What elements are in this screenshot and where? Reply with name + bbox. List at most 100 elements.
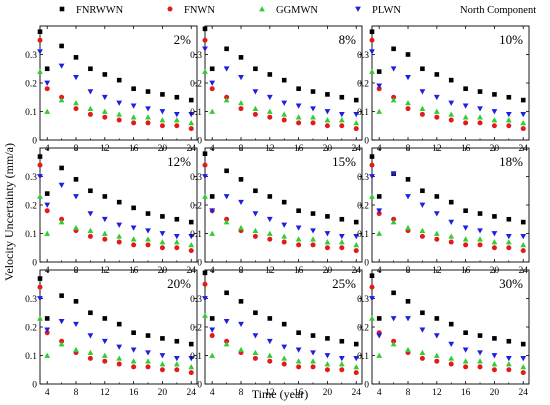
point-fnrwwn	[506, 338, 512, 344]
point-plwn	[281, 100, 288, 106]
point-fnwn	[188, 248, 194, 254]
point-fnwn	[87, 111, 93, 117]
point-ggmwn	[462, 236, 469, 242]
point-plwn	[324, 109, 331, 115]
point-fnwn	[116, 239, 122, 245]
point-plwn	[130, 225, 137, 231]
point-fnrwwn	[405, 52, 411, 57]
point-ggmwn	[505, 239, 512, 245]
point-fnrwwn	[44, 66, 50, 72]
point-ggmwn	[295, 358, 302, 364]
point-fnwn	[448, 239, 454, 245]
point-ggmwn	[238, 100, 244, 106]
point-plwn	[58, 63, 65, 69]
point-ggmwn	[281, 233, 288, 239]
point-fnrwwn	[267, 72, 273, 77]
point-ggmwn	[87, 105, 94, 111]
point-fnwn	[477, 120, 483, 126]
point-ggmwn	[491, 117, 498, 123]
y-tick-label: 0.1	[25, 230, 37, 240]
point-plwn	[87, 89, 94, 95]
point-plwn	[505, 356, 512, 362]
point-ggmwn	[324, 239, 331, 245]
point-ggmwn	[491, 239, 498, 245]
point-fnwn	[369, 284, 375, 290]
point-plwn	[369, 49, 375, 55]
point-ggmwn	[101, 108, 108, 114]
point-plwn	[173, 234, 180, 240]
point-fnwn	[296, 120, 302, 126]
point-plwn	[58, 318, 65, 325]
point-fnrwwn	[448, 199, 454, 205]
point-fnrwwn	[506, 94, 512, 100]
point-plwn	[390, 316, 397, 322]
point-plwn	[252, 89, 259, 95]
point-ggmwn	[520, 242, 527, 248]
point-fnrwwn	[463, 330, 468, 335]
point-fnrwwn	[209, 66, 215, 72]
point-fnrwwn	[102, 72, 108, 77]
point-fnwn	[448, 117, 454, 123]
legend-marker-ggmwn	[259, 6, 265, 12]
point-plwn	[448, 100, 455, 106]
point-ggmwn	[419, 349, 426, 355]
point-ggmwn	[101, 352, 108, 358]
point-fnwn	[477, 242, 483, 248]
point-fnwn	[267, 114, 273, 120]
point-fnrwwn	[434, 316, 440, 321]
y-tick-label: 0.1	[25, 352, 37, 362]
y-tick-label: 0.3	[190, 295, 202, 305]
y-tick-label: 0.3	[357, 173, 369, 183]
point-fnwn	[252, 233, 258, 239]
point-fnwn	[506, 367, 512, 373]
point-plwn	[37, 296, 43, 302]
panel-label: 8%	[339, 32, 357, 47]
point-plwn	[145, 228, 151, 234]
point-plwn	[390, 66, 397, 72]
point-plwn	[223, 66, 230, 72]
y-tick-label: 0.3	[25, 173, 37, 183]
point-fnrwwn	[281, 199, 287, 205]
y-tick-label: 0.1	[190, 230, 202, 240]
point-fnwn	[296, 364, 302, 370]
point-fnrwwn	[145, 89, 151, 94]
y-tick-label: 0.3	[357, 295, 369, 305]
point-plwn	[462, 225, 469, 231]
point-plwn	[295, 225, 302, 231]
point-fnrwwn	[160, 92, 165, 97]
point-fnrwwn	[88, 310, 93, 316]
point-fnrwwn	[202, 26, 208, 32]
point-fnwn	[159, 367, 165, 373]
point-ggmwn	[101, 230, 108, 236]
point-fnwn	[37, 284, 43, 290]
point-plwn	[87, 333, 94, 339]
point-plwn	[491, 353, 498, 359]
point-plwn	[281, 222, 288, 228]
x-tick-label: 12	[100, 388, 110, 398]
point-fnwn	[174, 123, 180, 129]
y-tick-label: 0.2	[190, 201, 202, 211]
point-plwn	[310, 350, 316, 356]
point-plwn	[405, 194, 411, 200]
x-tick-label: 20	[323, 388, 333, 398]
point-fnrwwn	[145, 333, 151, 338]
point-fnrwwn	[492, 336, 497, 341]
point-fnwn	[102, 236, 108, 242]
point-fnwn	[37, 162, 43, 168]
y-tick-label: 0.2	[25, 79, 37, 89]
y-tick-label: 0.2	[357, 201, 369, 211]
point-ggmwn	[390, 219, 397, 225]
x-tick-label: 24	[186, 388, 196, 398]
point-fnrwwn	[434, 194, 440, 199]
point-fnrwwn	[296, 330, 301, 335]
panel-label: 20%	[167, 276, 191, 291]
point-fnrwwn	[477, 211, 483, 216]
point-fnwn	[463, 120, 469, 126]
point-ggmwn	[310, 236, 316, 242]
x-tick-label: 16	[129, 388, 139, 398]
point-fnrwwn	[174, 94, 180, 100]
point-fnrwwn	[520, 97, 526, 103]
y-tick-label: 0	[364, 380, 369, 390]
point-fnrwwn	[116, 199, 122, 205]
